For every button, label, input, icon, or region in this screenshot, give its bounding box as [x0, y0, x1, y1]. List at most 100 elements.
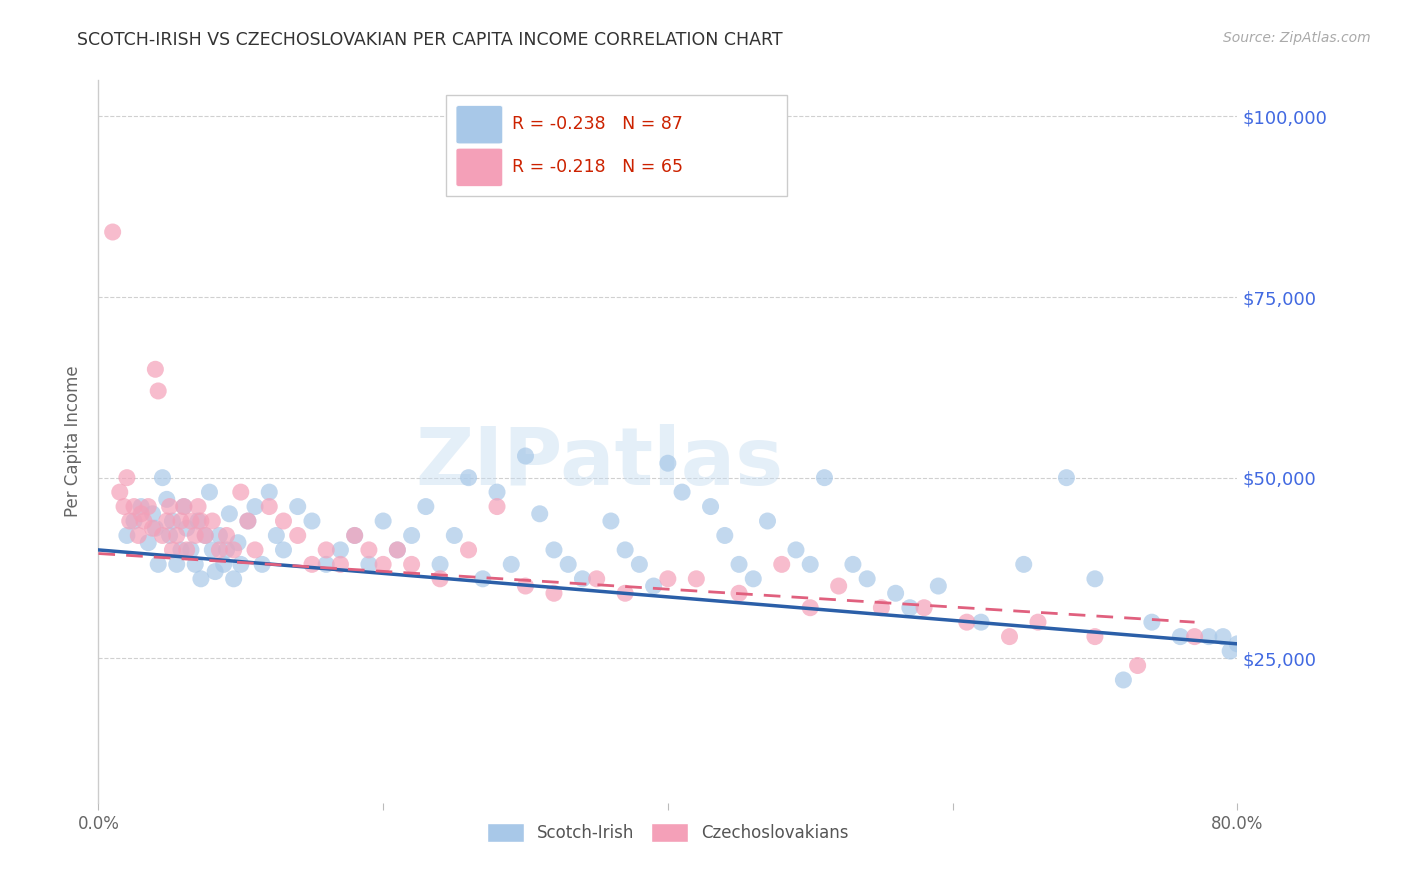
Point	[194, 528, 217, 542]
Point	[501, 558, 523, 572]
Point	[515, 579, 537, 593]
Point	[486, 485, 509, 500]
Point	[1219, 644, 1241, 658]
Point	[998, 630, 1021, 644]
Point	[190, 514, 212, 528]
Point	[108, 485, 131, 500]
Point	[152, 528, 174, 542]
Point	[122, 514, 145, 528]
Point	[156, 492, 179, 507]
Point	[129, 500, 152, 514]
Point	[222, 542, 245, 557]
Point	[176, 521, 198, 535]
Point	[204, 565, 226, 579]
Point	[170, 542, 193, 557]
Point	[799, 558, 821, 572]
Point	[101, 225, 124, 239]
Point	[132, 514, 155, 528]
Point	[162, 514, 184, 528]
FancyBboxPatch shape	[456, 148, 503, 186]
Point	[159, 500, 181, 514]
Point	[970, 615, 993, 630]
Point	[273, 542, 295, 557]
Point	[215, 542, 238, 557]
Point	[229, 485, 252, 500]
Point	[956, 615, 979, 630]
Point	[643, 579, 665, 593]
Point	[148, 384, 170, 398]
Point	[208, 528, 231, 542]
Point	[529, 507, 551, 521]
Point	[728, 558, 751, 572]
Point	[266, 528, 288, 542]
Point	[571, 572, 593, 586]
Point	[173, 500, 195, 514]
Point	[415, 500, 437, 514]
Point	[1126, 658, 1149, 673]
Point	[912, 600, 935, 615]
Point	[628, 558, 651, 572]
Point	[315, 542, 337, 557]
Point	[329, 542, 352, 557]
Point	[222, 572, 245, 586]
Point	[173, 500, 195, 514]
Point	[813, 470, 835, 484]
Point	[401, 528, 423, 542]
Point	[127, 528, 149, 542]
Point	[429, 572, 451, 586]
Point	[614, 586, 637, 600]
Point	[115, 528, 138, 542]
Point	[226, 535, 249, 549]
Point	[315, 558, 337, 572]
Point	[198, 485, 221, 500]
Point	[180, 542, 202, 557]
Point	[1140, 615, 1163, 630]
Point	[1084, 572, 1107, 586]
Point	[1198, 630, 1220, 644]
Point	[215, 528, 238, 542]
Point	[1026, 615, 1049, 630]
Point	[1170, 630, 1192, 644]
Point	[486, 500, 509, 514]
Point	[301, 514, 323, 528]
Point	[236, 514, 259, 528]
Point	[927, 579, 949, 593]
Point	[141, 521, 163, 535]
Point	[166, 558, 188, 572]
Point	[122, 500, 145, 514]
Point	[170, 514, 193, 528]
Point	[714, 528, 737, 542]
Point	[201, 542, 224, 557]
Text: Source: ZipAtlas.com: Source: ZipAtlas.com	[1223, 31, 1371, 45]
Point	[115, 470, 138, 484]
Point	[357, 558, 380, 572]
Text: SCOTCH-IRISH VS CZECHOSLOVAKIAN PER CAPITA INCOME CORRELATION CHART: SCOTCH-IRISH VS CZECHOSLOVAKIAN PER CAPI…	[77, 31, 783, 49]
Point	[728, 586, 751, 600]
Point	[112, 500, 135, 514]
Point	[657, 572, 679, 586]
Point	[357, 542, 380, 557]
Point	[243, 500, 266, 514]
FancyBboxPatch shape	[446, 95, 787, 196]
Point	[287, 528, 309, 542]
Point	[118, 514, 141, 528]
Point	[343, 528, 366, 542]
Point	[557, 558, 579, 572]
Point	[1084, 630, 1107, 644]
Point	[1112, 673, 1135, 687]
Point	[471, 572, 494, 586]
Text: R = -0.238   N = 87: R = -0.238 N = 87	[512, 115, 683, 133]
Point	[870, 600, 893, 615]
Point	[842, 558, 865, 572]
Point	[600, 514, 623, 528]
Point	[259, 485, 281, 500]
Point	[756, 514, 779, 528]
Point	[180, 514, 202, 528]
Point	[770, 558, 793, 572]
Point	[898, 600, 921, 615]
Point	[785, 542, 807, 557]
Point	[236, 514, 259, 528]
Point	[1212, 630, 1234, 644]
Point	[457, 542, 479, 557]
Point	[1184, 630, 1206, 644]
